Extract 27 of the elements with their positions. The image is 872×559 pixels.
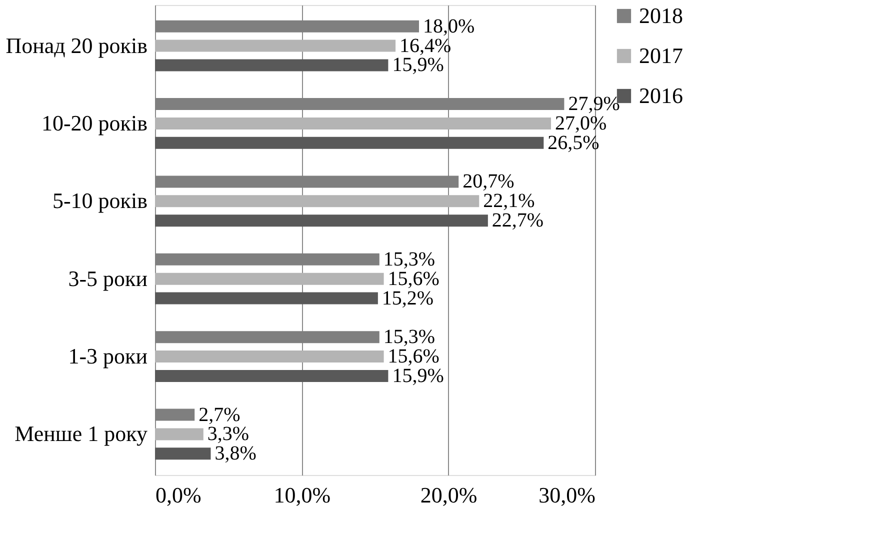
legend-label: 2016 [639,83,683,108]
data-label: 22,7% [492,210,544,232]
data-label: 18,0% [423,15,475,38]
y-tick-label: 5-10 років [52,188,148,214]
legend-label: 2018 [639,3,683,28]
x-tick-label: 30,0% [538,482,596,508]
y-tick-label: Понад 20 років [6,32,148,58]
y-tick-label: 1-3 роки [68,344,148,369]
data-label: 2,7% [198,404,240,426]
y-tick-label: 10-20 років [41,110,148,136]
x-tick-label: 10,0% [274,482,331,508]
data-label: 16,4% [400,34,452,57]
x-tick-label: 20,0% [420,482,478,508]
y-tick-label: 3-5 роки [68,266,148,291]
y-tick-label: Менше 1 року [14,421,148,446]
data-label: 15,2% [382,287,434,310]
data-label: 3,3% [207,423,250,446]
legend-label: 2017 [639,43,683,68]
data-label: 15,3% [383,326,436,348]
data-label: 3,8% [214,442,256,465]
data-label: 15,3% [383,248,436,270]
data-label: 15,9% [392,54,444,76]
data-label: 26,5% [548,132,600,154]
data-label: 22,1% [483,190,535,212]
data-label: 20,7% [462,170,514,193]
data-label: 15,6% [388,268,440,290]
x-tick-label: 0,0% [156,482,202,508]
